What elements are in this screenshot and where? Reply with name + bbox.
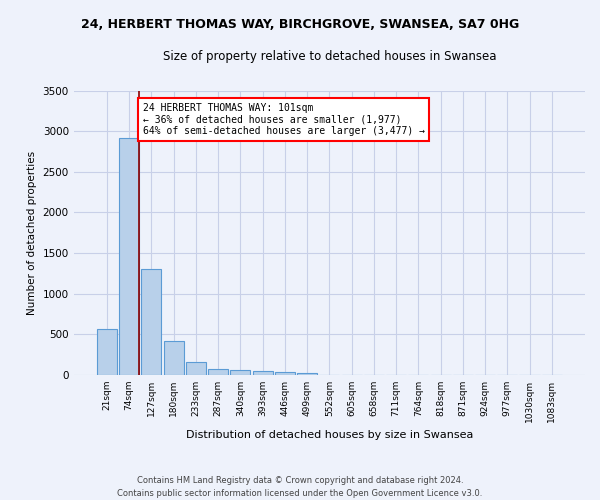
Y-axis label: Number of detached properties: Number of detached properties <box>27 150 37 314</box>
Text: Contains HM Land Registry data © Crown copyright and database right 2024.
Contai: Contains HM Land Registry data © Crown c… <box>118 476 482 498</box>
Bar <box>164 340 184 374</box>
Bar <box>97 329 117 374</box>
Title: Size of property relative to detached houses in Swansea: Size of property relative to detached ho… <box>163 50 496 63</box>
Bar <box>253 371 272 374</box>
Bar <box>208 368 228 374</box>
Bar <box>119 138 139 374</box>
Bar <box>186 362 206 374</box>
Bar <box>142 269 161 374</box>
Text: 24 HERBERT THOMAS WAY: 101sqm
← 36% of detached houses are smaller (1,977)
64% o: 24 HERBERT THOMAS WAY: 101sqm ← 36% of d… <box>143 102 425 136</box>
Text: 24, HERBERT THOMAS WAY, BIRCHGROVE, SWANSEA, SA7 0HG: 24, HERBERT THOMAS WAY, BIRCHGROVE, SWAN… <box>81 18 519 30</box>
Bar <box>230 370 250 374</box>
Bar <box>297 373 317 374</box>
Bar <box>275 372 295 374</box>
X-axis label: Distribution of detached houses by size in Swansea: Distribution of detached houses by size … <box>185 430 473 440</box>
